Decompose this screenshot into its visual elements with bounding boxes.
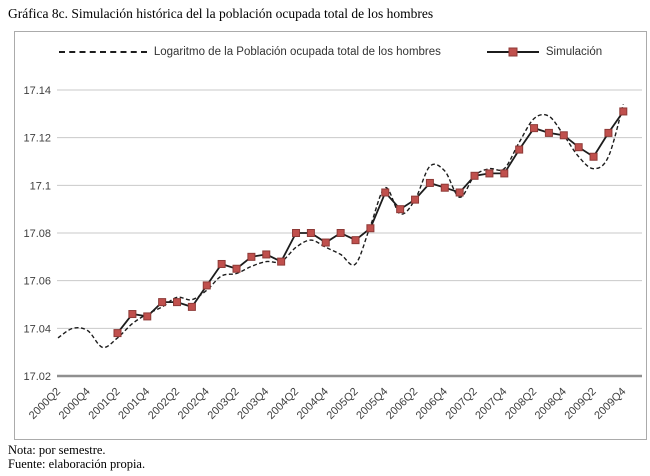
x-tick-label: 2000Q2	[27, 386, 63, 422]
simulacion-marker	[544, 128, 553, 137]
simulacion-marker	[321, 238, 330, 247]
red-square-marker-icon	[508, 47, 518, 57]
y-tick-label: 17.14	[23, 85, 51, 97]
simulacion-marker	[530, 124, 539, 133]
simulacion-marker	[515, 145, 524, 154]
x-tick-label: 2000Q4	[57, 386, 93, 422]
simulacion-marker	[470, 171, 479, 180]
x-tick-label: 2007Q2	[443, 386, 479, 422]
simulacion-marker	[559, 131, 568, 140]
simulacion-marker	[574, 143, 583, 152]
x-tick-label: 2001Q4	[116, 386, 152, 422]
x-tick-label: 2005Q4	[354, 386, 390, 422]
x-tick-label: 2002Q4	[176, 386, 212, 422]
simulacion-marker	[202, 281, 211, 290]
simulacion-marker	[306, 229, 315, 237]
x-tick-label: 2006Q4	[414, 386, 450, 422]
note-semestre: Nota: por semestre.	[8, 443, 106, 457]
y-tick-label: 17.04	[23, 323, 51, 335]
simulacion-marker	[604, 128, 613, 137]
simulacion-marker	[336, 229, 345, 237]
legend: Logaritmo de la Población ocupada total …	[15, 46, 646, 58]
simulacion-marker	[277, 257, 286, 266]
simulacion-marker	[113, 329, 122, 338]
simulacion-marker	[351, 236, 360, 245]
simulacion-marker	[173, 298, 182, 307]
x-tick-label: 2008Q2	[503, 386, 539, 422]
simulacion-marker	[158, 298, 167, 307]
simulacion-marker	[440, 183, 449, 192]
page-title: Gráfica 8c. Simulación histórica del la …	[8, 6, 434, 21]
x-tick-label: 2009Q2	[562, 386, 598, 422]
simulacion-marker	[128, 310, 137, 319]
simulacion-marker	[485, 169, 494, 178]
simulacion-marker	[455, 188, 464, 197]
x-tick-label: 2009Q4	[592, 386, 628, 422]
x-tick-label: 2007Q4	[473, 386, 509, 422]
solid-line-sample	[486, 47, 539, 57]
x-tick-label: 2008Q4	[533, 386, 569, 422]
simulacion-marker	[143, 312, 152, 321]
simulacion-marker	[619, 107, 628, 116]
y-tick-label: 17.1	[30, 180, 51, 192]
simulacion-marker	[232, 264, 241, 273]
x-tick-label: 2001Q2	[86, 386, 122, 422]
simulacion-marker	[396, 205, 405, 214]
simulacion-marker	[366, 224, 375, 233]
y-tick-label: 17.12	[23, 133, 51, 145]
simulacion-marker	[589, 152, 598, 161]
logaritmo-series-line	[57, 104, 624, 349]
footnotes: Nota: por semestre. Fuente: elaboración …	[8, 443, 145, 471]
legend-item-simulacion: Simulación	[486, 46, 603, 58]
simulacion-marker	[292, 229, 301, 237]
simulacion-marker	[187, 302, 196, 311]
chart-frame: Logaritmo de la Población ocupada total …	[14, 31, 647, 440]
simulacion-marker	[217, 259, 226, 268]
simulacion-marker	[411, 195, 420, 204]
simulacion-marker	[262, 250, 271, 259]
legend-label-simulacion: Simulación	[545, 46, 603, 58]
legend-item-logaritmo: Logaritmo de la Población ocupada total …	[58, 46, 441, 58]
x-tick-label: 2005Q2	[324, 386, 360, 422]
x-tick-label: 2003Q4	[235, 386, 271, 422]
y-tick-label: 17.02	[23, 371, 51, 383]
x-tick-label: 2004Q2	[265, 386, 301, 422]
simulacion-marker	[247, 252, 256, 261]
note-fuente: Fuente: elaboración propia.	[8, 457, 146, 471]
y-tick-label: 17.08	[23, 228, 51, 240]
dashed-line-sample	[58, 51, 147, 53]
y-tick-label: 17.06	[23, 276, 51, 288]
legend-label-logaritmo: Logaritmo de la Población ocupada total …	[153, 46, 441, 58]
simulacion-marker	[425, 178, 434, 187]
x-tick-label: 2002Q2	[146, 386, 182, 422]
x-tick-label: 2004Q4	[295, 386, 331, 422]
x-tick-label: 2003Q2	[205, 386, 241, 422]
simulacion-marker	[381, 188, 390, 197]
x-tick-label: 2006Q2	[384, 386, 420, 422]
simulacion-marker	[500, 169, 509, 178]
